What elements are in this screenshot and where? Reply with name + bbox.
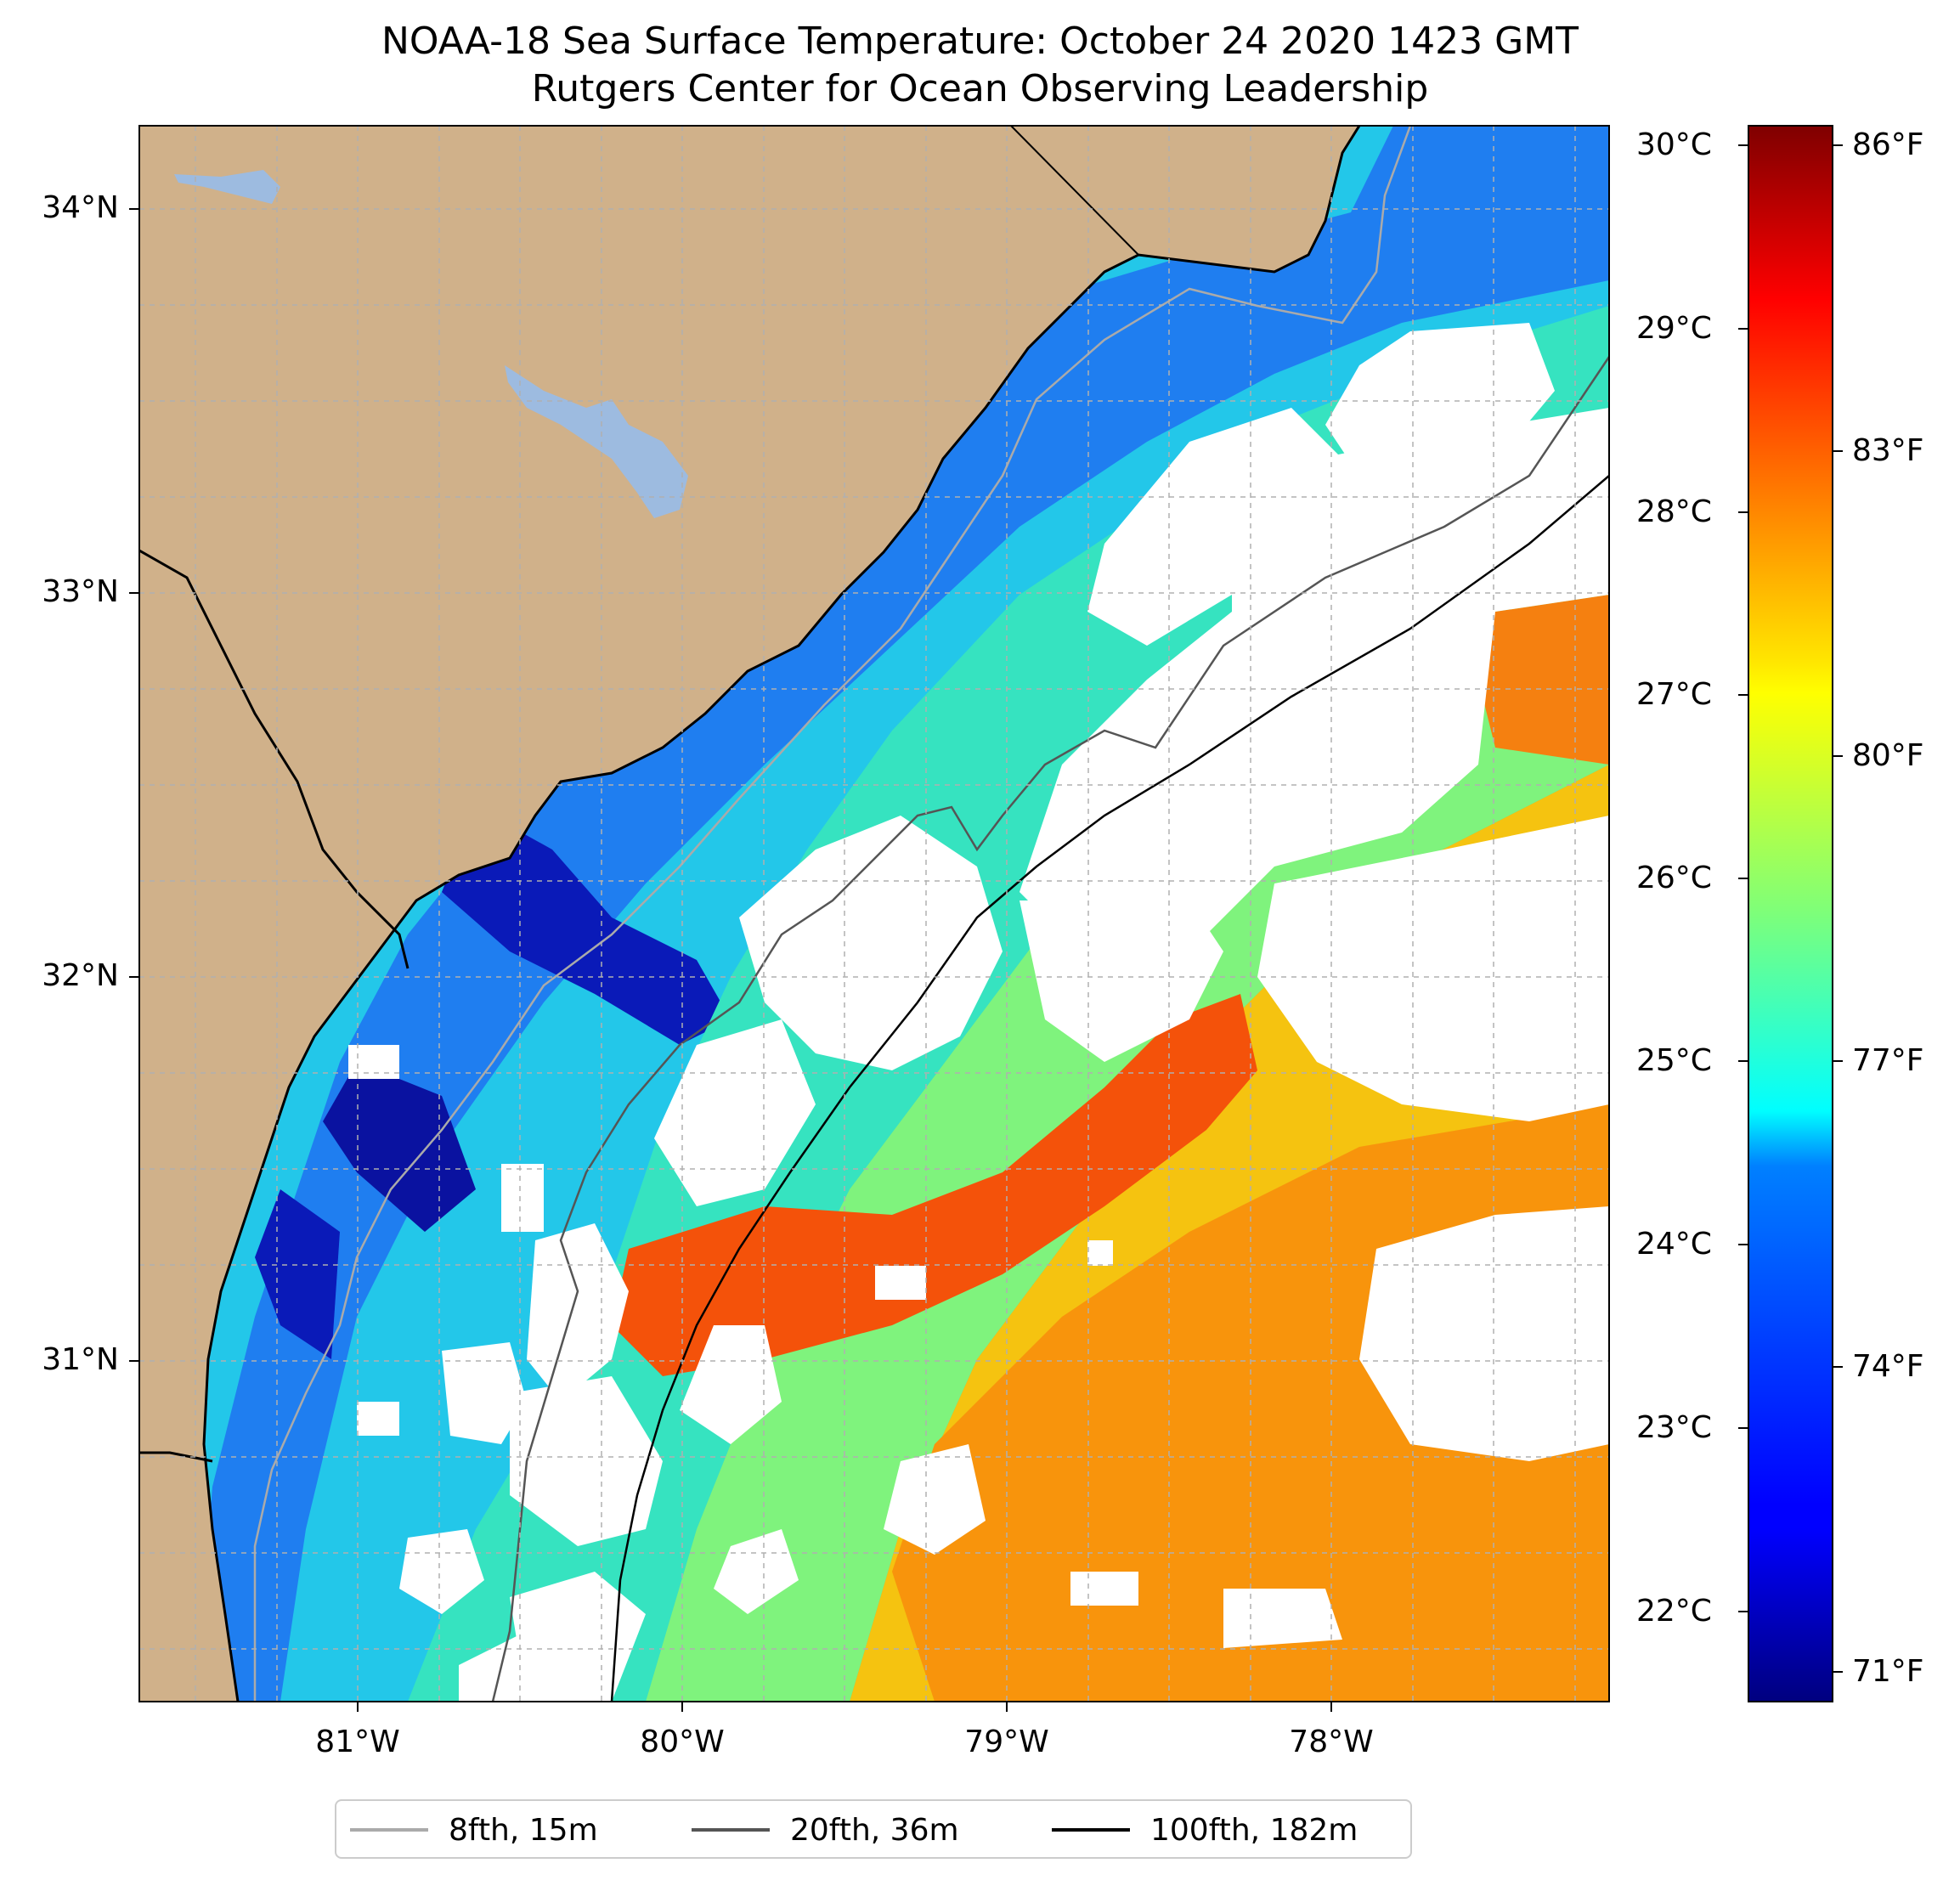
sst-warm-orange-2 xyxy=(1478,595,1609,765)
cloud-mask xyxy=(348,323,1609,1702)
colorbar-f-label-71: 71°F xyxy=(1852,1654,1924,1689)
lake-marion xyxy=(505,365,688,518)
legend-item-8fth: 8fth, 15m xyxy=(350,1811,598,1849)
land-mass xyxy=(139,126,1359,1702)
colorbar-ticks xyxy=(1738,144,1843,1673)
lat-label-33n: 33°N xyxy=(42,574,119,609)
legend-label-8fth: 8fth, 15m xyxy=(449,1812,598,1848)
grid-lines xyxy=(139,126,1609,1702)
isobath-legend: 8fth, 15m 20fth, 36m 100fth, 182m xyxy=(335,1799,1412,1859)
isobath-8fth xyxy=(253,126,1412,1702)
map-title: NOAA-18 Sea Surface Temperature: October… xyxy=(381,20,1579,63)
legend-label-20fth: 20fth, 36m xyxy=(790,1812,959,1848)
legend-line-8fth xyxy=(350,1828,428,1832)
colorbar-c-label-30: 30°C xyxy=(1636,127,1712,162)
legend-label-100fth: 100fth, 182m xyxy=(1150,1812,1358,1848)
lon-label-81w: 81°W xyxy=(315,1725,400,1759)
isobath-100fth xyxy=(610,475,1609,1702)
colorbar-f-label-77: 77°F xyxy=(1852,1043,1924,1078)
colorbar-c-label-28: 28°C xyxy=(1636,494,1712,529)
colorbar-f-label-80: 80°F xyxy=(1852,738,1924,773)
state-border-nc-sc xyxy=(1010,126,1139,256)
map-frame xyxy=(138,125,1610,1702)
colorbar-c-label-27: 27°C xyxy=(1636,677,1712,712)
map-subtitle: Rutgers Center for Ocean Observing Leade… xyxy=(531,67,1429,110)
legend-item-20fth: 20fth, 36m xyxy=(692,1811,959,1849)
state-border-ga-fl xyxy=(139,1451,213,1463)
lon-label-80w: 80°W xyxy=(640,1725,725,1759)
lon-label-78w: 78°W xyxy=(1289,1725,1374,1759)
state-border xyxy=(139,549,410,969)
colorbar-c-label-25: 25°C xyxy=(1636,1043,1712,1078)
axis-ticks xyxy=(129,208,1332,1712)
coastline xyxy=(202,126,1361,1702)
sst-cold-patches-2 xyxy=(323,1062,476,1232)
colorbar-c-label-24: 24°C xyxy=(1636,1227,1712,1262)
sst-cold-patches xyxy=(442,807,731,1045)
colorbar-f-label-83: 83°F xyxy=(1852,433,1924,468)
sst-gulfstream-core xyxy=(612,994,1257,1376)
legend-line-100fth xyxy=(1052,1828,1130,1832)
colorbar-c-label-23: 23°C xyxy=(1636,1410,1712,1445)
lake-north xyxy=(174,170,280,204)
legend-item-100fth: 100fth, 182m xyxy=(1052,1811,1358,1849)
colorbar-f-label-74: 74°F xyxy=(1852,1349,1924,1384)
colorbar-c-label-22: 22°C xyxy=(1636,1594,1712,1629)
legend-line-20fth xyxy=(692,1828,770,1832)
lat-label-34n: 34°N xyxy=(42,190,119,225)
colorbar-gradient xyxy=(1748,125,1833,1702)
colorbar-f-label-86: 86°F xyxy=(1852,127,1924,162)
colorbar-c-label-29: 29°C xyxy=(1636,311,1712,346)
lat-label-32n: 32°N xyxy=(42,958,119,993)
lon-label-79w: 79°W xyxy=(964,1725,1049,1759)
lat-label-31n: 31°N xyxy=(42,1342,119,1377)
colorbar-c-label-26: 26°C xyxy=(1636,861,1712,895)
isobath-20fth xyxy=(491,356,1609,1702)
sst-cold-patches-3 xyxy=(255,1189,340,1359)
